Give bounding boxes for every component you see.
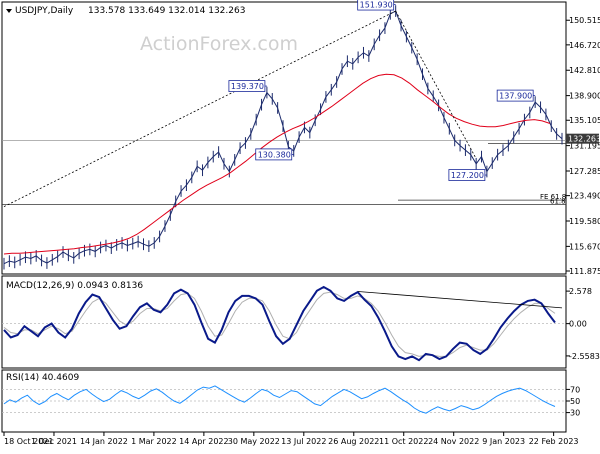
x-tick-label: 26 Aug 2022	[328, 437, 379, 446]
rsi-line	[3, 385, 556, 414]
macd-label: MACD(12,26,9) 0.0943 0.8136	[6, 281, 143, 291]
moving-average-line	[3, 73, 551, 255]
x-tick-label: 14 Jan 2022	[80, 437, 128, 446]
rsi-label: RSI(14) 40.4609	[6, 373, 79, 383]
rsi-panel-frame	[1, 369, 567, 433]
price-y-tick-label: 135.105	[569, 116, 600, 125]
price-layer: FE 61.861.8 151.930 139.370 130.380 137.900 1…	[2, 0, 566, 270]
x-tick-label: 18 Oct 2021	[4, 437, 53, 446]
price-y-tick-label: 142.810	[569, 66, 600, 75]
price-header: USDJPY,Daily 133.578 133.649 132.014 132…	[6, 6, 245, 16]
axis-layer: 150.515 146.720 142.810 138.900 135.105 131.1…	[3, 16, 600, 446]
current-price-tag	[566, 133, 599, 144]
rsi-layer	[2, 385, 566, 414]
x-tick-label: 24 Nov 2022	[428, 437, 479, 446]
x-tick-label: 1 Dec 2021	[31, 437, 77, 446]
price-annotation-label: 130.380	[258, 150, 291, 159]
watermark: ActionForex.com	[140, 33, 298, 55]
x-tick-label: 14 Apr 2022	[179, 437, 228, 446]
price-annotation-label: 151.930	[360, 1, 393, 10]
rsi-y-tick-label: 30	[570, 409, 580, 418]
macd-panel-frame	[1, 275, 567, 369]
rsi-y-tick-label: 50	[570, 397, 580, 406]
price-series-line	[3, 10, 563, 265]
price-y-tick-label: 146.720	[569, 41, 600, 50]
current-price-label: 132.263	[568, 135, 600, 144]
price-y-tick-label: 131.195	[569, 142, 600, 151]
macd-signal-line	[3, 291, 556, 357]
macd-layer	[2, 285, 566, 362]
price-panel-frame	[1, 1, 567, 275]
x-tick-label: 30 May 2022	[228, 437, 280, 446]
price-annotation-label: 139.370	[231, 82, 264, 91]
price-y-tick-label: 150.515	[569, 16, 600, 25]
x-tick-label: 1 Mar 2022	[131, 437, 177, 446]
trendline-dotted	[3, 10, 396, 207]
price-y-tick-label: 123.490	[569, 192, 600, 201]
symbol-title: USDJPY,Daily	[15, 6, 74, 16]
collapse-triangle-icon[interactable]	[6, 9, 12, 13]
ohlc-values: 133.578 133.649 132.014 132.263	[88, 6, 245, 16]
price-y-tick-label: 111.875	[569, 267, 600, 276]
fe-level-label: FE 61.8	[540, 193, 566, 201]
macd-line	[3, 285, 556, 362]
macd-y-tick-label: -2.5583	[569, 352, 600, 361]
x-tick-label: 9 Jan 2023	[482, 437, 525, 446]
price-y-tick-label: 119.580	[569, 217, 600, 226]
trendline-dotted-down	[395, 10, 477, 159]
price-y-tick-label: 115.670	[569, 242, 600, 251]
price-annotation-label: 127.200	[451, 171, 484, 180]
price-annotation-label: 137.900	[499, 92, 532, 101]
rsi-y-tick-label: 70	[570, 385, 580, 394]
macd-y-tick-label: 2.578	[569, 287, 592, 296]
fib-level-label: 61.8	[550, 198, 566, 206]
macd-y-tick-label: 0.00	[569, 320, 587, 329]
x-tick-label: 11 Oct 2022	[379, 437, 428, 446]
macd-trendline	[357, 291, 563, 309]
price-y-tick-label: 127.285	[569, 167, 600, 176]
x-tick-label: 22 Feb 2023	[529, 437, 579, 446]
price-y-tick-label: 138.900	[569, 92, 600, 101]
x-tick-label: 13 Jul 2022	[281, 437, 326, 446]
